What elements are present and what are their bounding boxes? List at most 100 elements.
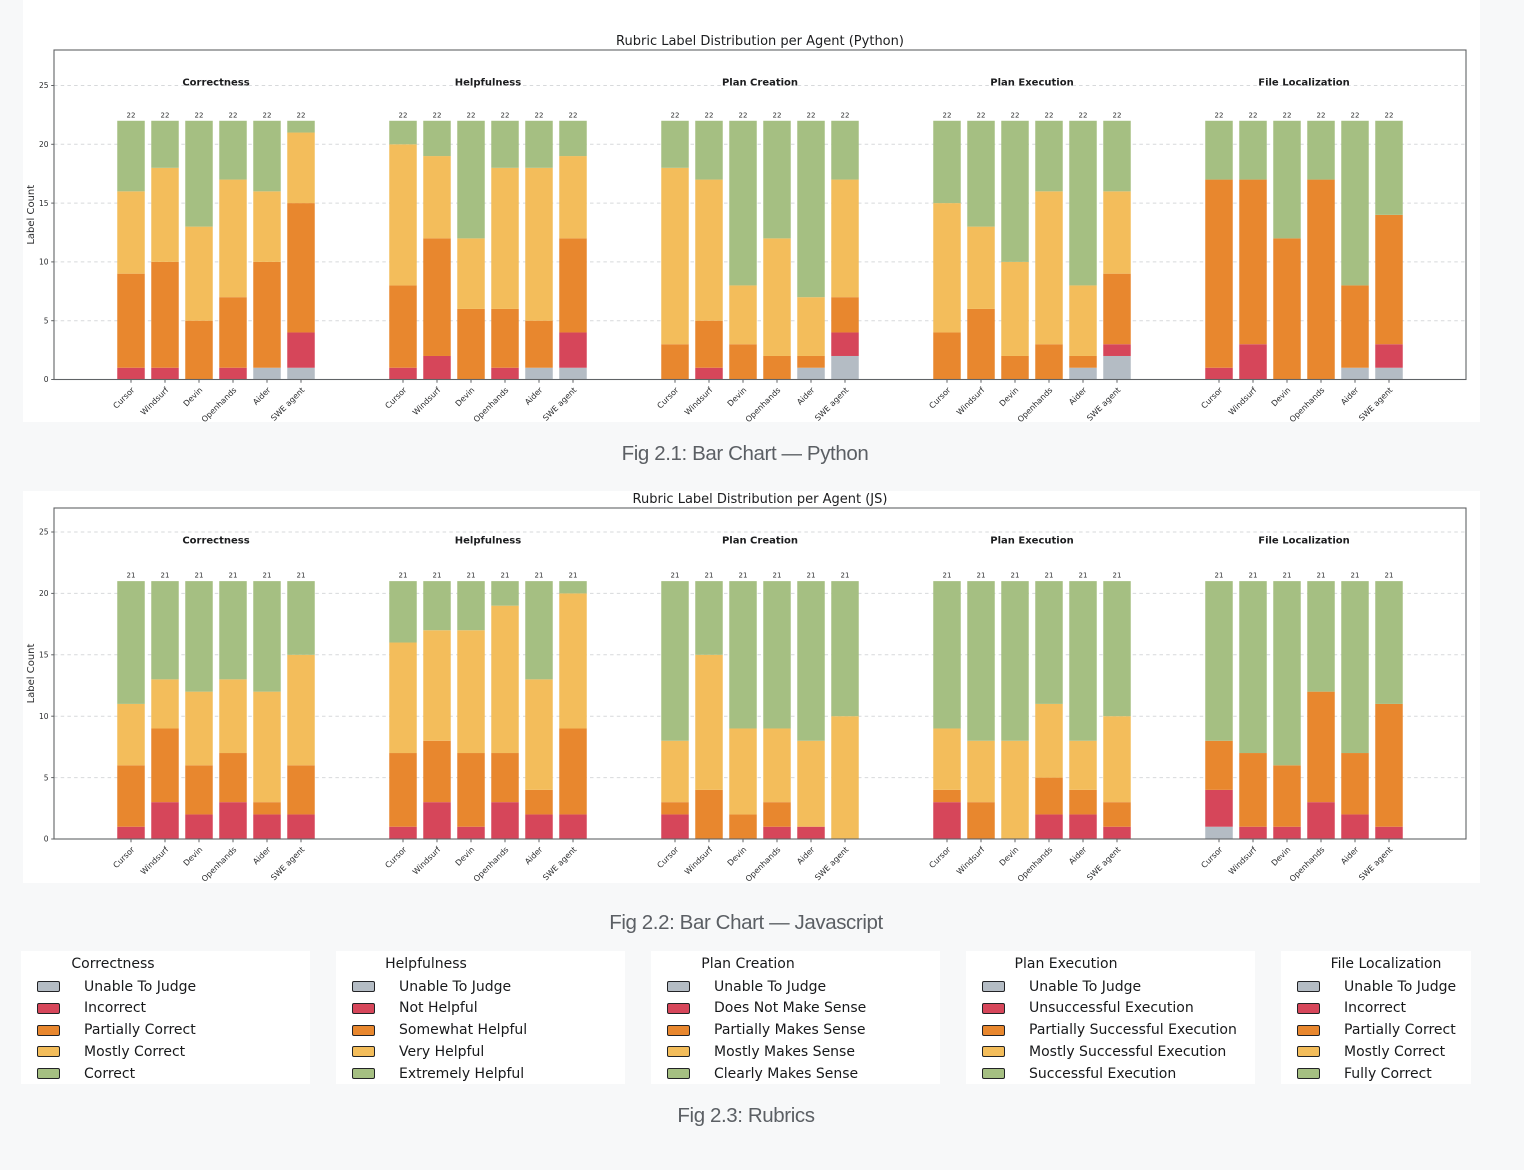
bar-segment-partial [1375,703,1403,827]
legend-swatch-incorrect [1297,1002,1321,1014]
bar-segment-mostly [491,605,519,754]
bar-segment-incorrect [1205,789,1233,827]
legend-item-label: Partially Correct [84,1022,196,1039]
bar-total-label: 22 [467,111,476,119]
bar-segment-partial [389,753,417,827]
bar-segment-partial [1239,179,1267,345]
bar-segment-good [695,120,723,180]
x-tick-label: Cursor [383,845,408,870]
bar-segment-good [1273,581,1301,766]
legend-item-label: Unable To Judge [1344,978,1457,995]
x-tick-label: Openhands [200,845,239,883]
facet-title: Plan Creation [722,536,798,547]
bar-total-label: 22 [1215,111,1224,119]
bar-segment-partial [1205,179,1233,368]
bar-segment-incorrect [1375,344,1403,368]
bar-total-label: 21 [1317,572,1326,580]
legend-item-label: Mostly Makes Sense [714,1043,855,1060]
bar-segment-good [287,581,315,655]
legend-group-title: File Localization [1330,956,1442,972]
bar-total-label: 22 [161,111,170,119]
legend-swatch-good [667,1068,691,1080]
legend-swatch-good [1297,1068,1321,1080]
bar-total-label: 21 [1385,572,1394,580]
figure-bar-chart-js: Correctness 21 Cursor 21 Windsurf 21 Devin 21 Op… [23,491,1480,883]
bar-segment-unable [559,367,587,380]
bar-total-label: 22 [1385,111,1394,119]
bar-segment-partial [1103,273,1131,345]
bar-segment-partial [457,753,485,827]
legend-swatch-good [37,1068,61,1080]
bar-segment-incorrect [219,802,247,839]
y-tick-label: 25 [39,81,49,90]
x-tick-label: Windsurf [1227,845,1259,877]
bar-segment-partial [253,802,281,815]
bar-segment-partial [1375,214,1403,345]
y-tick-label: 25 [39,528,49,537]
bar-total-label: 21 [841,572,850,580]
bar-segment-partial [525,320,553,368]
bar-segment-mostly [831,716,859,839]
bar-segment-mostly [559,156,587,239]
bar-segment-good [661,120,689,168]
bar-segment-incorrect [1239,344,1267,380]
bar-segment-partial [287,765,315,815]
bar-segment-good [491,120,519,168]
bar-segment-good [1103,120,1131,192]
bar-segment-good [1273,120,1301,239]
x-tick-label: Devin [182,386,205,409]
bar-segment-mostly [763,238,791,356]
x-tick-label: Devin [454,845,477,868]
bar-segment-good [389,581,417,643]
bar-segment-partial [253,261,281,368]
x-tick-label: SWE agent [269,845,306,882]
bar-segment-good [1205,120,1233,180]
legend-swatch-mostly [1297,1046,1321,1058]
bar-segment-good [1069,120,1097,286]
legend-item-label: Incorrect [84,1000,147,1017]
y-tick-label: 15 [39,651,49,660]
bar-segment-incorrect [933,802,961,839]
legend-swatch-incorrect [352,1002,376,1014]
bar-segment-partial [219,753,247,803]
bar-segment-partial [151,728,179,803]
x-tick-label: Aider [795,845,817,867]
x-tick-label: Devin [998,845,1021,868]
facet-title: Helpfulness [455,78,521,89]
bar-segment-good [287,120,315,133]
bar-segment-partial [117,273,145,368]
bar-total-label: 22 [569,111,578,119]
bar-segment-mostly [729,728,757,815]
bar-total-label: 22 [1113,111,1122,119]
figure-caption-rubrics: Fig 2.3: Rubrics [677,1104,815,1127]
bar-total-label: 21 [1045,572,1054,580]
bar-segment-incorrect [117,367,145,380]
bar-segment-good [1375,120,1403,215]
legend-item-label: Extremely Helpful [399,1065,525,1082]
y-tick-label: 20 [39,589,49,598]
y-tick-label: 10 [39,258,49,267]
bar-segment-incorrect [1103,826,1131,839]
bar-segment-good [933,120,961,204]
bar-segment-incorrect [1307,802,1335,839]
x-tick-label: SWE agent [269,386,306,422]
bar-segment-partial [389,285,417,368]
bar-total-label: 21 [671,572,680,580]
bar-segment-partial [967,308,995,380]
stacked-bar-chart-js: Correctness 21 Cursor 21 Windsurf 21 Devin 21 Op… [26,492,1467,883]
bar-total-label: 22 [807,111,816,119]
bar-segment-good [797,120,825,298]
bar-segment-mostly [1103,716,1131,803]
bar-segment-partial [559,238,587,333]
x-tick-label: Aider [1067,845,1089,867]
legend-item-label: Does Not Make Sense [714,1000,867,1017]
bar-segment-good [1307,581,1335,692]
figure-caption-python: Fig 2.1: Bar Chart — Python [621,442,869,465]
x-tick-label: Devin [726,845,749,868]
bar-segment-partial [933,789,961,803]
bar-segment-incorrect [287,332,315,368]
bar-segment-partial [1273,765,1301,827]
bar-segment-mostly [933,203,961,333]
bar-segment-incorrect [117,826,145,839]
